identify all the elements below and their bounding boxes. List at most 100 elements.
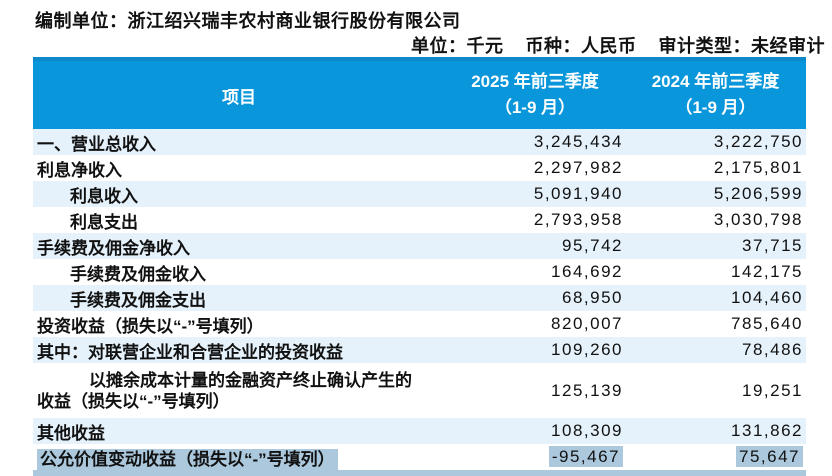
column-header-2024: 2024 年前三季度 （1-9 月）: [625, 69, 806, 121]
column-header-2025: 2025 年前三季度 （1-9 月）: [445, 69, 625, 121]
column-header-item: 项目: [222, 87, 256, 107]
row-label-cell: 手续费及佣金收入: [33, 260, 445, 285]
selection-continuation-strip: [33, 470, 806, 476]
column-header-2025-line1: 2025 年前三季度: [471, 72, 599, 91]
table-row: 其他收益 108,309 131,862: [33, 418, 806, 444]
unit-label: 单位：: [411, 36, 467, 56]
row-value-2025-cell: 164,692: [445, 262, 625, 282]
row-value-2024: 3,030,798: [713, 210, 803, 229]
audit-value: 未经审计: [751, 36, 825, 56]
row-label-cell: 以摊余成本计量的金融资产终止确认产生的 收益（损失以“-”号填列）: [33, 370, 445, 412]
table-row: 手续费及佣金净收入 95,742 37,715: [33, 233, 806, 259]
unit-group: 单位：千元: [411, 36, 504, 56]
row-value-2025-cell: 820,007: [445, 314, 625, 334]
row-value-2024-cell: 3,222,750: [625, 132, 806, 152]
row-label: 利息收入: [70, 186, 138, 206]
currency-label: 币种：: [525, 36, 581, 56]
row-label-cell: 手续费及佣金净收入: [33, 234, 445, 259]
currency-value: 人民币: [581, 36, 637, 56]
table-header-row: 项目 2025 年前三季度 （1-9 月） 2024 年前三季度 （1-9 月）: [33, 57, 806, 129]
table-body: 一、营业总收入 3,245,434 3,222,750 利息净收入 2,297,…: [33, 129, 806, 470]
row-value-2024: 785,640: [731, 314, 803, 333]
row-value-2024: 75,647: [736, 446, 803, 467]
row-value-2025: 820,007: [551, 314, 623, 333]
row-label-cell: 一、营业总收入: [33, 130, 445, 155]
row-label-cell: 利息支出: [33, 208, 445, 233]
prepared-by-value: 浙江绍兴瑞丰农村商业银行股份有限公司: [127, 11, 461, 31]
row-value-2025: 95,742: [562, 236, 623, 255]
row-value-2024: 3,222,750: [713, 132, 803, 151]
row-label: 手续费及佣金支出: [70, 290, 206, 310]
row-value-2025: 164,692: [551, 262, 623, 281]
row-value-2024-cell: 785,640: [625, 314, 806, 334]
row-value-2025: 68,950: [562, 288, 623, 307]
row-label: 其中：对联营企业和合营企业的投资收益: [37, 342, 343, 362]
row-value-2024: 142,175: [731, 262, 803, 281]
table-row: 以摊余成本计量的金融资产终止确认产生的 收益（损失以“-”号填列） 125,13…: [33, 363, 806, 418]
row-label-cell: 手续费及佣金支出: [33, 286, 445, 311]
table-row: 手续费及佣金支出 68,950 104,460: [33, 285, 806, 311]
row-value-2025: 3,245,434: [533, 132, 623, 151]
unit-value: 千元: [466, 36, 504, 56]
prepared-by-label: 编制单位：: [35, 11, 128, 31]
row-value-2025-cell: 68,950: [445, 288, 625, 308]
row-label-cell: 其中：对联营企业和合营企业的投资收益: [33, 338, 445, 363]
row-value-2025-cell: 108,309: [445, 421, 625, 441]
prepared-by-line: 编制单位：浙江绍兴瑞丰农村商业银行股份有限公司: [35, 7, 461, 33]
column-header-2024-line1: 2024 年前三季度: [651, 72, 780, 91]
row-label-cell: 公允价值变动收益（损失以“-”号填列）: [33, 445, 445, 470]
row-value-2024-cell: 131,862: [625, 421, 806, 441]
row-label: 以摊余成本计量的金融资产终止确认产生的 收益（损失以“-”号填列）: [37, 370, 412, 411]
table-row: 利息收入 5,091,940 5,206,599: [33, 181, 806, 207]
row-value-2024: 2,175,801: [713, 158, 803, 177]
row-value-2025: -95,467: [548, 446, 623, 467]
row-value-2025-cell: 2,793,958: [445, 210, 625, 230]
income-statement-table: 项目 2025 年前三季度 （1-9 月） 2024 年前三季度 （1-9 月）…: [33, 57, 806, 476]
column-header-2025-line2: （1-9 月）: [494, 98, 576, 117]
table-row: 投资收益（损失以“-”号填列） 820,007 785,640: [33, 311, 806, 337]
table-row: 一、营业总收入 3,245,434 3,222,750: [33, 129, 806, 155]
row-value-2024-cell: 75,647: [625, 446, 806, 467]
row-label-cell: 利息净收入: [33, 156, 445, 181]
row-value-2024-cell: 19,251: [625, 381, 806, 401]
table-row: 利息支出 2,793,958 3,030,798: [33, 207, 806, 233]
row-value-2024-cell: 3,030,798: [625, 210, 806, 230]
table-row: 利息净收入 2,297,982 2,175,801: [33, 155, 806, 181]
row-value-2024-cell: 104,460: [625, 288, 806, 308]
row-value-2024: 19,251: [742, 380, 803, 400]
row-value-2025: 108,309: [551, 421, 623, 440]
row-value-2024: 131,862: [731, 421, 803, 440]
row-value-2024: 78,486: [742, 340, 803, 359]
row-value-2024: 104,460: [731, 288, 803, 307]
row-value-2024: 5,206,599: [713, 184, 803, 203]
row-value-2024-cell: 142,175: [625, 262, 806, 282]
audit-label: 审计类型：: [658, 36, 751, 56]
table-row: 手续费及佣金收入 164,692 142,175: [33, 259, 806, 285]
row-label: 公允价值变动收益（损失以“-”号填列）: [37, 448, 338, 470]
row-value-2025: 2,793,958: [533, 210, 623, 229]
row-value-2025-cell: 5,091,940: [445, 184, 625, 204]
row-label: 利息支出: [70, 212, 138, 232]
row-value-2024-cell: 37,715: [625, 236, 806, 256]
row-label-cell: 投资收益（损失以“-”号填列）: [33, 312, 445, 337]
row-value-2025: 2,297,982: [533, 158, 623, 177]
row-label: 其他收益: [37, 423, 105, 443]
row-label: 手续费及佣金收入: [70, 264, 206, 284]
row-label-cell: 利息收入: [33, 182, 445, 207]
row-value-2024: 37,715: [742, 236, 803, 255]
row-value-2024-cell: 2,175,801: [625, 158, 806, 178]
row-value-2024-cell: 5,206,599: [625, 184, 806, 204]
row-value-2025: 125,139: [551, 380, 623, 400]
row-value-2025-cell: 3,245,434: [445, 132, 625, 152]
row-label: 投资收益（损失以“-”号填列）: [37, 316, 264, 336]
row-label-cell: 其他收益: [33, 419, 445, 444]
unit-currency-audit-line: 单位：千元 币种：人民币 审计类型：未经审计: [411, 32, 825, 58]
row-value-2025-cell: 125,139: [445, 381, 625, 401]
row-value-2024-cell: 78,486: [625, 340, 806, 360]
row-label: 利息净收入: [37, 160, 122, 180]
column-header-2024-line2: （1-9 月）: [675, 98, 756, 117]
row-value-2025-cell: 95,742: [445, 236, 625, 256]
currency-group: 币种：人民币: [526, 36, 637, 56]
audit-group: 审计类型：未经审计: [659, 36, 826, 56]
row-value-2025: 109,260: [551, 340, 623, 359]
